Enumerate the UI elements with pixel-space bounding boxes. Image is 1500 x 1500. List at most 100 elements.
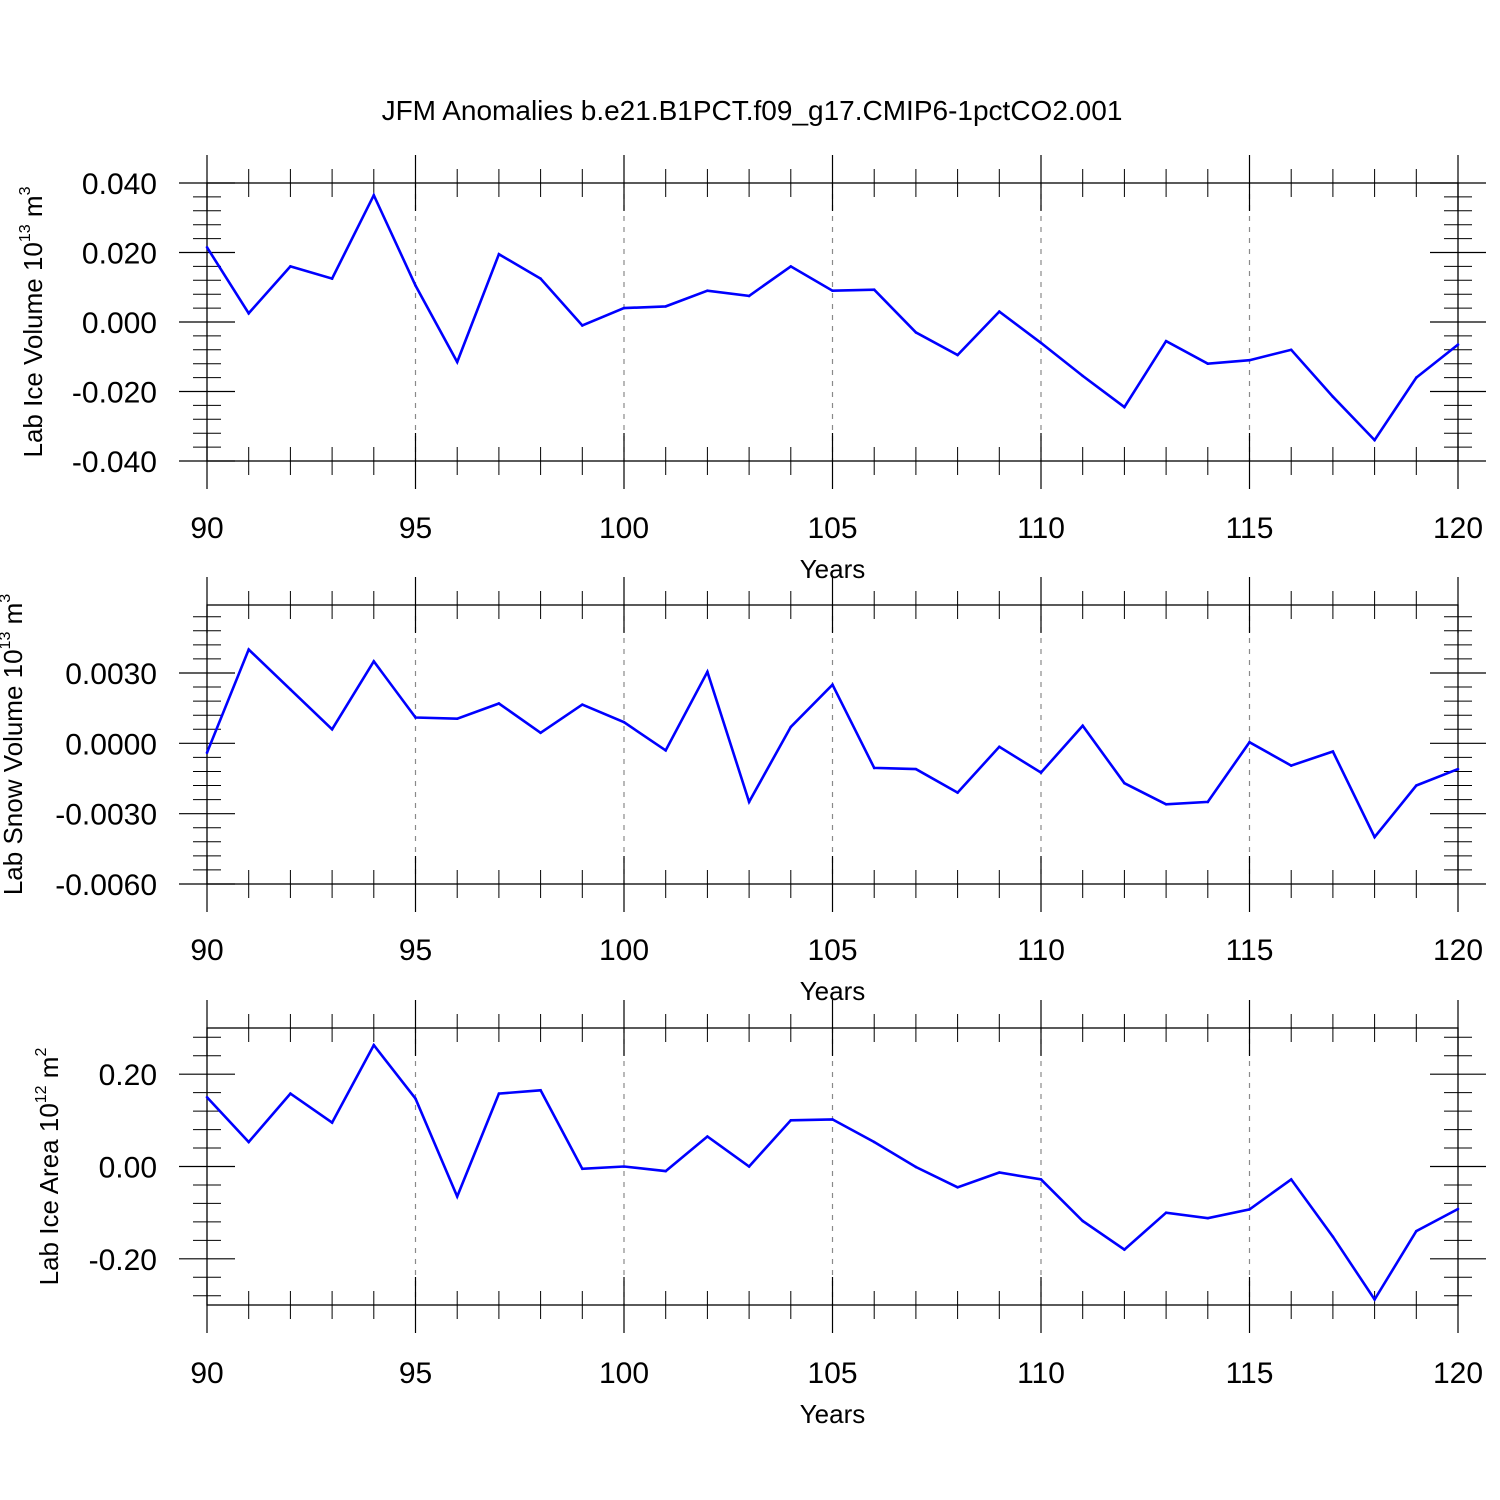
data-point [956, 791, 959, 794]
data-point [581, 703, 584, 706]
data-point [872, 288, 876, 291]
data-point [1289, 348, 1293, 352]
data-point [455, 360, 459, 364]
x-tick-label: 95 [399, 1357, 432, 1390]
x-tick-label: 115 [1226, 512, 1274, 545]
data-point [1248, 1208, 1251, 1211]
y-axis-label: Lab Snow Volume 1013 m3 [0, 594, 28, 895]
data-point [998, 1171, 1001, 1174]
data-point [497, 252, 501, 256]
data-point [330, 1121, 334, 1124]
data-point [1206, 362, 1210, 366]
data-point [1039, 1178, 1043, 1181]
data-point [914, 767, 918, 771]
data-point [414, 716, 417, 719]
data-point [1206, 800, 1210, 804]
y-axis-label-part: Lab Ice Area 10 [34, 1103, 64, 1285]
data-point [914, 1165, 918, 1169]
data-point [289, 688, 292, 691]
data-point [247, 648, 250, 651]
data-point [539, 1089, 542, 1092]
y-tick-label: -0.0030 [55, 799, 157, 832]
data-point [1123, 405, 1126, 409]
data-point [1123, 781, 1126, 785]
data-point [1123, 1248, 1126, 1251]
data-point [1081, 374, 1084, 378]
y-axis-label-part: m [18, 195, 48, 224]
x-tick-label: 110 [1017, 934, 1065, 967]
x-axis-label: Years [800, 1399, 866, 1429]
y-tick-label: 0.040 [82, 168, 157, 201]
x-tick-label: 95 [399, 512, 432, 545]
x-tick-label: 100 [599, 934, 649, 967]
x-tick-label: 100 [599, 1357, 649, 1390]
y-tick-label: 0.00 [99, 1152, 157, 1185]
data-point [872, 1140, 876, 1144]
plot-frame [206, 182, 1459, 462]
data-point [747, 1165, 751, 1168]
data-point [372, 193, 376, 197]
series-line [205, 647, 1459, 840]
data-point [789, 1119, 793, 1122]
panel-2: 0.0030 0.0000 -0.0030 -0.0060 90 95 100 105 110 1… [0, 577, 1486, 1006]
data-point [581, 1167, 584, 1171]
y-tick-label: -0.040 [72, 446, 157, 479]
data-point [956, 353, 959, 357]
data-point [581, 324, 584, 327]
y-axis-label: Lab Ice Volume 1013 m3 [17, 186, 48, 457]
data-point [1039, 771, 1043, 774]
data-point [1248, 740, 1251, 744]
data-point [497, 1092, 501, 1095]
data-point [1164, 802, 1168, 806]
data-point [330, 727, 334, 731]
data-point [622, 1165, 626, 1168]
data-point [205, 1095, 209, 1099]
data-point [1373, 835, 1376, 839]
y-axis-label-part: Lab Ice Volume 10 [18, 242, 48, 457]
y-tick-label: -0.020 [72, 377, 157, 410]
y-axis-label-superscript: 2 [33, 1048, 50, 1057]
data-point [247, 1140, 250, 1144]
y-axis-label: Lab Ice Area 1012 m2 [33, 1048, 64, 1286]
data-point [1164, 1211, 1168, 1214]
data-point [1415, 1229, 1418, 1233]
x-tick-label: 105 [807, 512, 857, 545]
data-point [706, 1135, 709, 1138]
x-tick-label: 90 [190, 512, 223, 545]
data-point [1373, 1298, 1376, 1301]
data-point [205, 751, 209, 755]
data-point [831, 289, 834, 293]
data-point [247, 312, 250, 315]
data-point [664, 749, 667, 752]
y-tick-label: 0.20 [99, 1059, 157, 1092]
data-point [706, 670, 709, 674]
data-point [1248, 358, 1251, 362]
data-point [1373, 438, 1376, 442]
x-tick-label: 120 [1433, 1357, 1483, 1390]
data-point [1415, 784, 1418, 787]
data-point [289, 265, 292, 268]
data-point [914, 331, 918, 334]
data-point [1206, 1216, 1210, 1220]
data-point [1456, 767, 1460, 771]
data-point [622, 720, 626, 724]
data-point [1081, 724, 1084, 728]
y-tick-label: 0.020 [82, 238, 157, 271]
data-point [414, 1097, 417, 1100]
data-point [664, 1169, 667, 1173]
data-point [664, 305, 667, 308]
y-tick-label: 0.000 [82, 307, 157, 340]
data-point [1331, 1235, 1335, 1238]
data-point [1331, 750, 1335, 753]
x-tick-label: 115 [1226, 1357, 1274, 1390]
x-tick-label: 90 [190, 934, 223, 967]
y-tick-label: -0.20 [89, 1244, 157, 1277]
y-axis-label-superscript: 3 [17, 186, 34, 195]
data-point [998, 745, 1001, 749]
x-tick-label: 120 [1433, 512, 1483, 545]
data-point [831, 683, 834, 687]
x-tick-label: 90 [190, 1357, 223, 1390]
data-point [1456, 1207, 1460, 1211]
y-tick-label: -0.0060 [55, 869, 157, 902]
y-axis-label-part: m [0, 603, 28, 632]
